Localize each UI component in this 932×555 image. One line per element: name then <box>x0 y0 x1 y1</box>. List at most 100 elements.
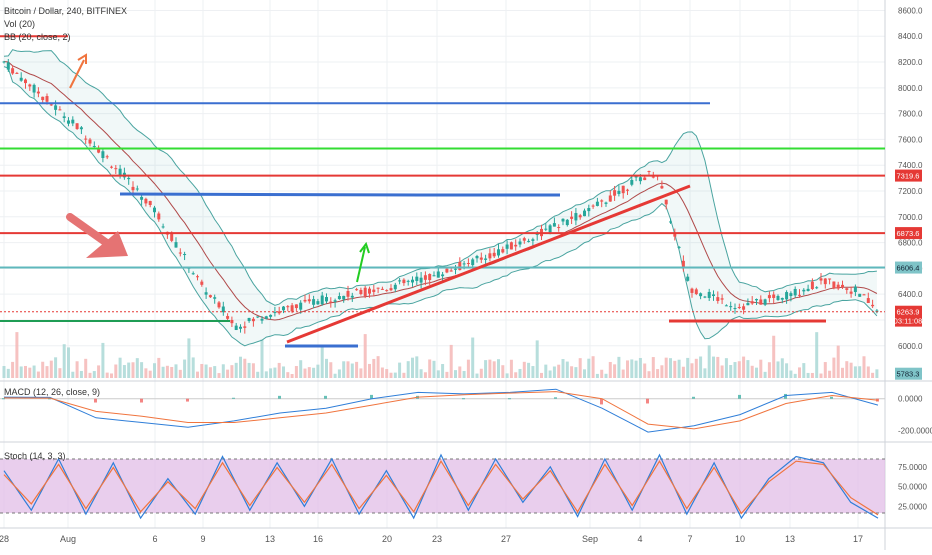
horizontal-lines <box>0 35 885 313</box>
volume-bar <box>853 366 857 378</box>
candle-body <box>660 186 664 189</box>
candle-body <box>217 302 221 308</box>
price-label: 6606.4 <box>897 264 920 273</box>
volume-bar <box>638 357 642 378</box>
volume-bar <box>454 370 457 378</box>
candle-body <box>153 207 156 213</box>
candle-body <box>591 205 595 207</box>
symbol-title: Bitcoin / Dollar, 240, BITFINEX <box>4 6 127 16</box>
candle-body <box>750 301 754 304</box>
macd-tick-label: 0.0000 <box>898 395 923 404</box>
up-arrow-icon <box>356 246 366 283</box>
candle-body <box>716 297 720 301</box>
signal-line <box>3 391 879 430</box>
candle-body <box>712 294 715 297</box>
candle-body <box>866 298 870 304</box>
volume-bar <box>247 362 251 378</box>
candle-body <box>871 304 875 307</box>
candle-body <box>135 188 139 190</box>
candle-body <box>286 306 290 308</box>
volume-bar <box>88 372 92 378</box>
price-label-box <box>895 227 922 240</box>
bb-basis-line <box>3 61 878 321</box>
time-tick-label: 13 <box>265 534 275 544</box>
candle-body <box>350 295 354 298</box>
volume-bar <box>174 364 178 378</box>
volume-bar <box>772 335 776 378</box>
candle-body <box>325 297 328 302</box>
volume-bar <box>522 361 526 378</box>
candle-body <box>67 120 70 124</box>
volume-bar <box>131 362 135 378</box>
volume-bar <box>462 370 466 378</box>
candle-body <box>875 310 879 312</box>
candle-body <box>11 68 15 74</box>
macd-histogram-bar <box>140 398 143 403</box>
volume-bar <box>411 357 414 378</box>
volume-bar <box>544 364 548 378</box>
volume-bar <box>484 360 488 378</box>
candle-body <box>58 109 62 111</box>
volume-bar <box>660 365 664 378</box>
candle-body <box>488 253 492 259</box>
candle-body <box>183 254 187 256</box>
candle-body <box>862 294 866 296</box>
volume-bar <box>694 358 698 378</box>
candle-body <box>380 288 384 290</box>
volume-bar <box>509 359 513 378</box>
candle-body <box>694 289 698 295</box>
candle-body <box>742 306 746 310</box>
volume-bar <box>871 372 875 378</box>
time-tick-label: 6 <box>152 534 157 544</box>
candle-body <box>398 280 402 282</box>
volume-bar <box>191 357 195 378</box>
uptrend-line[interactable] <box>286 184 691 344</box>
candle-body <box>836 284 840 289</box>
volume-bar <box>346 361 350 378</box>
candle-body <box>703 296 707 298</box>
candle-body <box>32 84 36 93</box>
volume-bar <box>239 356 242 378</box>
candle-body <box>247 317 251 322</box>
candle-body <box>346 290 350 297</box>
candle-body <box>45 96 49 102</box>
resistance-line[interactable] <box>119 192 421 197</box>
volume-bar <box>823 362 827 378</box>
volume-bar <box>875 369 879 378</box>
candle-body <box>458 262 462 271</box>
candle-body <box>608 195 612 202</box>
candle-body <box>436 271 440 278</box>
volume-bar <box>148 370 152 378</box>
volume-bar <box>742 356 746 378</box>
candle-body <box>565 219 569 226</box>
candle-body <box>501 249 505 253</box>
stoch-tick-label: 75.0000 <box>898 463 927 472</box>
candle-body <box>527 240 531 242</box>
volume-bar <box>514 372 518 378</box>
candle-body <box>441 274 445 277</box>
volume-bar <box>548 370 552 378</box>
volume-bar <box>858 366 862 378</box>
volume-bar <box>62 344 66 378</box>
candle-body <box>690 288 694 293</box>
candle-body <box>595 201 599 206</box>
candle-body <box>101 151 105 159</box>
candle-body <box>402 279 406 284</box>
volume-bar <box>178 369 182 378</box>
volume-bar <box>170 366 174 378</box>
candle-body <box>492 252 496 257</box>
candle-body <box>269 314 273 317</box>
volume-bar <box>260 339 264 378</box>
volume-bar <box>488 359 492 378</box>
volume-bar <box>363 334 367 378</box>
candle-body <box>161 226 165 228</box>
candle-body <box>114 168 118 170</box>
candle-body <box>819 278 823 281</box>
candle-body <box>118 168 122 176</box>
candle-body <box>71 119 75 124</box>
volume-bar <box>372 358 376 378</box>
candle-body <box>15 72 19 74</box>
volume-bar <box>608 361 612 378</box>
